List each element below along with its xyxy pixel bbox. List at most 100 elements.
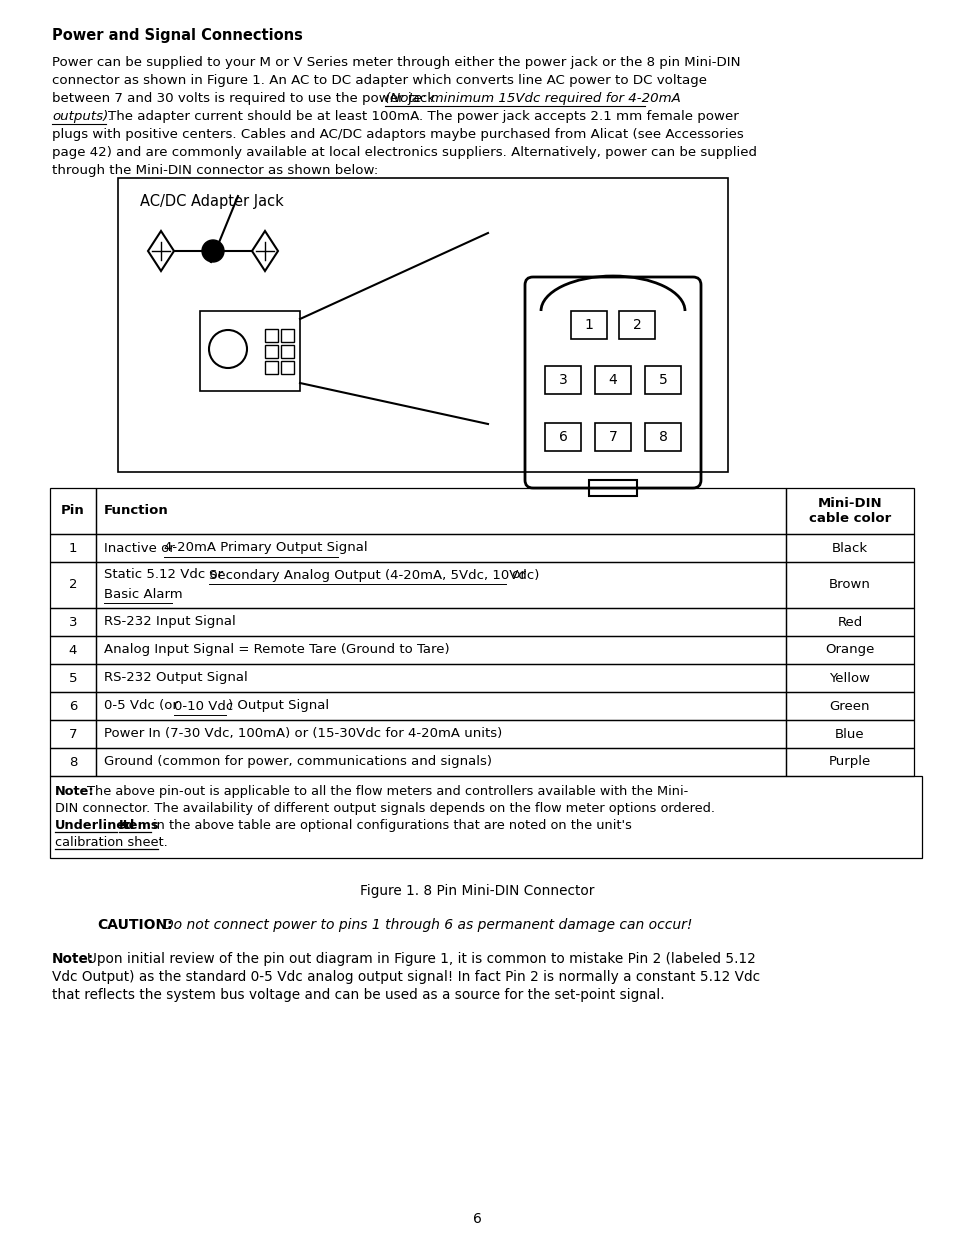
Text: The above pin-out is applicable to all the flow meters and controllers available: The above pin-out is applicable to all t… [87,785,687,798]
Text: Red: Red [837,615,862,629]
Text: 7: 7 [608,430,617,445]
Text: that reflects the system bus voltage and can be used as a source for the set-poi: that reflects the system bus voltage and… [52,988,664,1002]
Bar [785,692,913,720]
Text: 6: 6 [69,699,77,713]
Text: Figure 1. 8 Pin Mini-DIN Connector: Figure 1. 8 Pin Mini-DIN Connector [359,884,594,898]
Bar [544,366,580,394]
Bar [96,534,785,562]
Text: Note:: Note: [52,952,94,966]
Text: Items: Items [119,819,159,832]
Text: Blue: Blue [834,727,864,741]
Text: Mini-DIN
cable color: Mini-DIN cable color [808,496,890,525]
Text: Basic Alarm: Basic Alarm [104,588,182,600]
Text: Green: Green [829,699,869,713]
Bar [595,424,630,451]
Text: 3: 3 [558,373,567,387]
Bar [96,692,785,720]
Text: Purple: Purple [828,756,870,768]
Bar [785,748,913,776]
Bar [265,345,277,358]
Text: 5: 5 [69,672,77,684]
Text: between 7 and 30 volts is required to use the power jack: between 7 and 30 volts is required to us… [52,91,439,105]
Text: RS-232 Input Signal: RS-232 Input Signal [104,615,235,629]
Text: Power In (7-30 Vdc, 100mA) or (15-30Vdc for 4-20mA units): Power In (7-30 Vdc, 100mA) or (15-30Vdc … [104,727,501,741]
Text: 4-20mA Primary Output Signal: 4-20mA Primary Output Signal [164,541,367,555]
Text: AC/DC Adapter Jack: AC/DC Adapter Jack [140,194,283,209]
Bar [281,361,294,374]
Bar [50,562,96,608]
Bar [96,488,785,534]
Text: 8: 8 [658,430,667,445]
Text: CAUTION:: CAUTION: [97,918,172,932]
Bar [96,608,785,636]
Text: 2: 2 [69,578,77,592]
Bar [618,311,655,338]
Text: page 42) and are commonly available at local electronics suppliers. Alternativel: page 42) and are commonly available at l… [52,146,757,159]
Text: Vdc Output) as the standard 0-5 Vdc analog output signal! In fact Pin 2 is norma: Vdc Output) as the standard 0-5 Vdc anal… [52,969,760,984]
Text: (Note: minimum 15Vdc required for 4-20mA: (Note: minimum 15Vdc required for 4-20mA [385,91,680,105]
Text: calibration sheet.: calibration sheet. [55,836,168,848]
Text: Underlined: Underlined [55,819,135,832]
Text: connector as shown in Figure 1. An AC to DC adapter which converts line AC power: connector as shown in Figure 1. An AC to… [52,74,706,86]
Text: Analog Input Signal = Remote Tare (Ground to Tare): Analog Input Signal = Remote Tare (Groun… [104,643,449,657]
Text: Function: Function [104,505,169,517]
Bar [50,692,96,720]
Text: The adapter current should be at least 100mA. The power jack accepts 2.1 mm fema: The adapter current should be at least 1… [108,110,739,124]
Bar [785,488,913,534]
Bar [50,608,96,636]
Bar [785,608,913,636]
Text: RS-232 Output Signal: RS-232 Output Signal [104,672,248,684]
Circle shape [202,240,224,262]
Bar [50,636,96,664]
Text: Note:: Note: [55,785,94,798]
Bar [588,480,637,496]
Text: 6: 6 [558,430,567,445]
Text: Do not connect power to pins 1 through 6 as permanent damage can occur!: Do not connect power to pins 1 through 6… [163,918,692,932]
Text: Power and Signal Connections: Power and Signal Connections [52,28,302,43]
Text: 2: 2 [632,317,640,332]
Text: Power can be supplied to your M or V Series meter through either the power jack : Power can be supplied to your M or V Ser… [52,56,740,69]
Text: 1: 1 [69,541,77,555]
Bar [644,366,680,394]
Bar [50,664,96,692]
Bar [96,720,785,748]
Bar [644,424,680,451]
Text: 3: 3 [69,615,77,629]
Bar [50,776,921,858]
Text: 8: 8 [69,756,77,768]
Bar [544,424,580,451]
Text: Yellow: Yellow [828,672,869,684]
Text: Upon initial review of the pin out diagram in Figure 1, it is common to mistake : Upon initial review of the pin out diagr… [87,952,755,966]
Text: plugs with positive centers. Cables and AC/DC adaptors maybe purchased from Alic: plugs with positive centers. Cables and … [52,128,743,141]
Bar [595,366,630,394]
Text: 4: 4 [69,643,77,657]
Text: 6: 6 [472,1212,481,1226]
Bar [96,636,785,664]
Text: 7: 7 [69,727,77,741]
Text: 1: 1 [584,317,593,332]
Bar [118,178,727,472]
Bar [785,664,913,692]
Bar [200,311,299,391]
Bar [785,534,913,562]
Bar [785,636,913,664]
Bar [265,361,277,374]
Bar [50,720,96,748]
Text: Static 5.12 Vdc or: Static 5.12 Vdc or [104,568,227,582]
Bar [96,562,785,608]
Text: ) Output Signal: ) Output Signal [228,699,329,713]
Text: Black: Black [831,541,867,555]
Text: or: or [507,568,525,582]
Text: 0-5 Vdc (or: 0-5 Vdc (or [104,699,182,713]
Text: Orange: Orange [824,643,874,657]
Bar [571,311,606,338]
Text: 4: 4 [608,373,617,387]
Bar [281,345,294,358]
Text: outputs).: outputs). [52,110,112,124]
Text: Brown: Brown [828,578,870,592]
Text: in the above table are optional configurations that are noted on the unit's: in the above table are optional configur… [152,819,631,832]
Bar [281,329,294,342]
Text: Inactive or: Inactive or [104,541,179,555]
Text: 5: 5 [658,373,667,387]
Bar [265,329,277,342]
